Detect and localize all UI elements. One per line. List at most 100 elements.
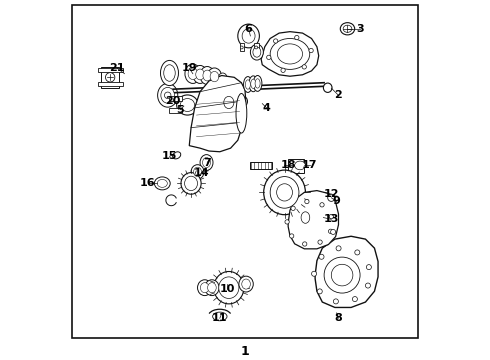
Ellipse shape xyxy=(236,94,247,133)
Text: 7: 7 xyxy=(203,158,211,167)
Ellipse shape xyxy=(242,29,255,43)
Ellipse shape xyxy=(191,165,204,179)
Bar xyxy=(288,159,304,172)
Ellipse shape xyxy=(340,23,355,35)
Circle shape xyxy=(240,46,243,49)
Text: 19: 19 xyxy=(181,63,197,73)
Circle shape xyxy=(309,48,313,53)
Ellipse shape xyxy=(331,264,353,286)
Text: 12: 12 xyxy=(323,189,339,199)
Text: 8: 8 xyxy=(335,313,343,323)
Circle shape xyxy=(281,68,285,72)
Circle shape xyxy=(302,242,307,246)
Ellipse shape xyxy=(224,96,234,109)
Ellipse shape xyxy=(177,95,198,115)
Circle shape xyxy=(333,299,339,304)
Ellipse shape xyxy=(202,158,211,167)
Polygon shape xyxy=(261,32,318,76)
Circle shape xyxy=(291,206,295,211)
Bar xyxy=(254,43,259,51)
Ellipse shape xyxy=(194,167,201,176)
Text: 9: 9 xyxy=(333,196,341,206)
Ellipse shape xyxy=(157,179,167,187)
Circle shape xyxy=(294,35,299,40)
Ellipse shape xyxy=(158,84,178,107)
Bar xyxy=(170,108,182,113)
Ellipse shape xyxy=(193,66,207,84)
Text: 21: 21 xyxy=(110,63,125,73)
Ellipse shape xyxy=(181,172,201,194)
Ellipse shape xyxy=(197,280,212,296)
Ellipse shape xyxy=(214,271,244,304)
Ellipse shape xyxy=(277,44,302,64)
Circle shape xyxy=(328,194,335,201)
Ellipse shape xyxy=(323,83,332,93)
Ellipse shape xyxy=(210,71,219,82)
Ellipse shape xyxy=(239,96,247,107)
Ellipse shape xyxy=(253,76,262,91)
Ellipse shape xyxy=(161,60,178,86)
Ellipse shape xyxy=(200,67,215,85)
Ellipse shape xyxy=(242,279,250,289)
Circle shape xyxy=(302,65,306,69)
Ellipse shape xyxy=(180,99,195,112)
Bar xyxy=(98,68,122,72)
Text: 18: 18 xyxy=(280,161,296,170)
Text: 5: 5 xyxy=(176,105,184,115)
Ellipse shape xyxy=(188,68,197,80)
Polygon shape xyxy=(101,67,119,88)
Bar xyxy=(292,213,300,222)
Text: 6: 6 xyxy=(245,24,252,34)
Circle shape xyxy=(290,234,294,238)
Ellipse shape xyxy=(298,208,313,226)
Text: 1: 1 xyxy=(241,345,249,358)
Ellipse shape xyxy=(251,79,256,89)
Bar xyxy=(250,162,272,169)
Text: 4: 4 xyxy=(263,103,270,113)
Polygon shape xyxy=(315,236,378,307)
Ellipse shape xyxy=(238,24,259,48)
Ellipse shape xyxy=(324,257,360,293)
Circle shape xyxy=(317,289,322,294)
Ellipse shape xyxy=(239,276,253,292)
Ellipse shape xyxy=(219,277,239,298)
Circle shape xyxy=(328,229,333,234)
Ellipse shape xyxy=(172,152,181,159)
Text: 10: 10 xyxy=(220,284,235,294)
Ellipse shape xyxy=(253,47,261,57)
Text: 13: 13 xyxy=(323,214,339,224)
Circle shape xyxy=(285,220,289,224)
Ellipse shape xyxy=(161,87,174,103)
Text: 2: 2 xyxy=(335,90,343,100)
Ellipse shape xyxy=(250,44,263,60)
Text: 16: 16 xyxy=(140,179,156,188)
Ellipse shape xyxy=(244,77,252,93)
Circle shape xyxy=(320,203,324,207)
Ellipse shape xyxy=(185,64,201,84)
Circle shape xyxy=(329,215,334,219)
Ellipse shape xyxy=(203,70,212,81)
Ellipse shape xyxy=(200,155,213,170)
Ellipse shape xyxy=(205,280,219,296)
Circle shape xyxy=(255,46,258,49)
Circle shape xyxy=(367,265,371,270)
Ellipse shape xyxy=(221,93,237,112)
Ellipse shape xyxy=(301,212,310,223)
Ellipse shape xyxy=(264,170,305,215)
Ellipse shape xyxy=(213,312,227,321)
Ellipse shape xyxy=(207,68,221,85)
Ellipse shape xyxy=(185,176,197,190)
Bar xyxy=(98,82,122,86)
Text: 3: 3 xyxy=(356,24,364,34)
Circle shape xyxy=(105,73,115,82)
Ellipse shape xyxy=(219,73,227,83)
Text: 11: 11 xyxy=(212,313,227,323)
Ellipse shape xyxy=(164,65,175,81)
Polygon shape xyxy=(189,76,245,152)
Circle shape xyxy=(355,250,360,255)
Bar xyxy=(240,43,245,51)
Circle shape xyxy=(318,240,322,244)
Ellipse shape xyxy=(294,161,305,170)
Ellipse shape xyxy=(255,79,260,88)
Ellipse shape xyxy=(200,283,209,293)
